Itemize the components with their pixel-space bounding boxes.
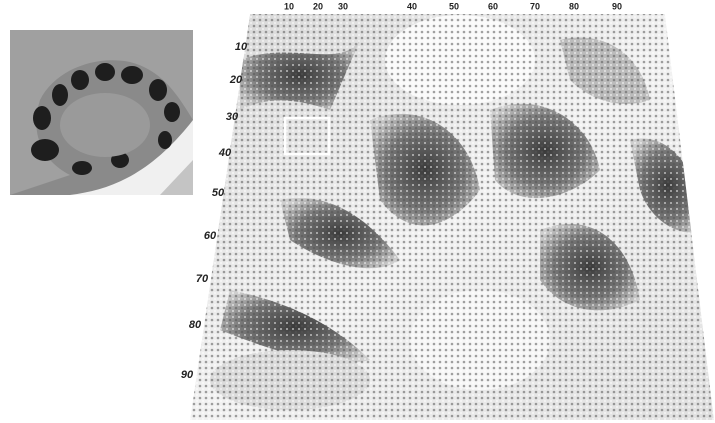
top-axis-label: 30 bbox=[338, 1, 348, 11]
top-axis-label: 60 bbox=[488, 1, 498, 11]
top-axis-label: 90 bbox=[612, 1, 622, 11]
left-axis-label: 30 bbox=[226, 111, 239, 123]
left-axis-label: 90 bbox=[181, 369, 194, 381]
figure: 10 20 30 40 50 60 70 80 90 10 20 30 40 50 60 70 80 90 bbox=[0, 0, 715, 423]
top-axis-label: 40 bbox=[407, 1, 417, 11]
top-axis-label: 50 bbox=[449, 1, 459, 11]
left-axis-label: 10 bbox=[235, 41, 248, 53]
left-axis-label: 50 bbox=[212, 187, 225, 199]
top-axis-label: 20 bbox=[313, 1, 323, 11]
surface bbox=[190, 14, 714, 420]
inset bbox=[10, 30, 193, 195]
top-axis-label: 80 bbox=[569, 1, 579, 11]
left-axis-label: 70 bbox=[196, 273, 209, 285]
left-axis-label: 80 bbox=[189, 319, 202, 331]
top-axis-label: 10 bbox=[284, 1, 294, 11]
top-axis-label: 70 bbox=[530, 1, 540, 11]
left-axis-label: 20 bbox=[229, 74, 243, 86]
left-axis-label: 40 bbox=[218, 147, 232, 159]
left-axis-label: 60 bbox=[204, 230, 217, 242]
